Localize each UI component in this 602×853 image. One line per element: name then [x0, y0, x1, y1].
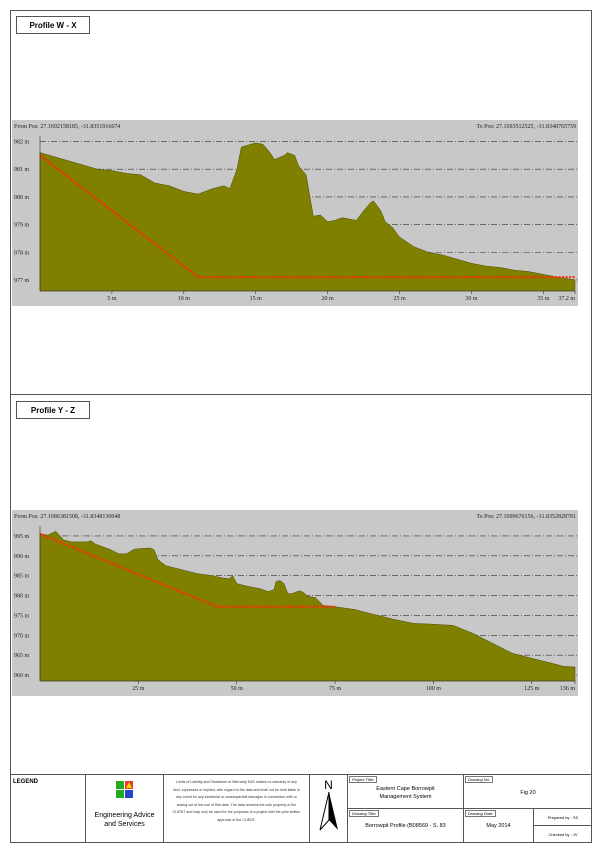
x-tick-label: 25 m [132, 686, 145, 692]
y-tick-label: 995 m [14, 534, 30, 540]
to-position-label: To Pos: 27.1693512525, -31.8348765759 [476, 124, 576, 130]
company-name: Engineering Advice and Services [94, 812, 155, 829]
x-tick-label: 20 m [322, 296, 335, 302]
x-tick-label: 10 m [178, 296, 191, 302]
from-position-label: From Pos: 27.1686381508, -31.8348130048 [14, 514, 120, 520]
north-label: N [324, 778, 333, 792]
x-tick-label: 5 m [107, 296, 117, 302]
x-tick-label: 125 m [524, 686, 540, 692]
y-tick-label: 979 m [14, 223, 30, 229]
from-position-label: From Pos: 27.1692158185, -31.8351916674 [14, 124, 120, 130]
page-frame [10, 10, 592, 843]
drawing-date: May 2014 [486, 823, 511, 829]
x-tick-label: 75 m [329, 686, 342, 692]
x-tick-label: 25 m [393, 296, 406, 302]
y-tick-label: 980 m [14, 594, 30, 600]
profile-title: Profile Y - Z [16, 401, 90, 419]
legend-cell: LEGEND [10, 775, 86, 843]
x-tick-label: 35 m [537, 296, 550, 302]
y-tick-label: 990 m [14, 554, 30, 560]
company-cell: Engineering Advice and Services [86, 775, 164, 843]
x-tick-label: 15 m [250, 296, 263, 302]
y-tick-label: 975 m [14, 613, 30, 619]
company-logo-icon [115, 781, 133, 798]
drawing-no-label: Drawing No: [465, 776, 494, 783]
project-title: Eastern Cape Borrowpit Management System [376, 786, 435, 801]
profile-panel-2: Profile Y - Z [10, 395, 592, 775]
x-tick-label: 136 m [560, 686, 576, 692]
terrain-area [39, 142, 576, 292]
checked-by: Checked by : JV [548, 832, 578, 837]
x-tick-label: 30 m [465, 296, 478, 302]
drawing-title: Borrowpit Profile (B08569 - S. 83 [365, 823, 446, 829]
y-tick-label: 982 m [14, 140, 30, 146]
drawing-info-cell: Drawing No: Fig 20 Drawing Date: May 201… [464, 775, 592, 843]
profile-chart-2: From Pos: 27.1686381508, -31.8348130048 T… [12, 510, 578, 696]
profile-title: Profile W - X [16, 16, 90, 34]
y-tick-label: 981 m [14, 167, 30, 173]
y-tick-label: 965 m [14, 653, 30, 659]
north-arrow-cell: N [310, 775, 348, 843]
y-tick-label: 970 m [14, 633, 30, 639]
profile-chart-1: From Pos: 27.1692158185, -31.8351916674 T… [12, 120, 578, 306]
y-tick-label: 960 m [14, 673, 30, 679]
design-line [39, 154, 575, 279]
y-tick-label: 980 m [14, 195, 30, 201]
titles-cell: Project Title: Eastern Cape Borrowpit Ma… [348, 775, 464, 843]
north-arrow-icon [319, 791, 338, 831]
x-tick-label: 50 m [231, 686, 244, 692]
drawing-no: Fig 20 [520, 790, 536, 796]
to-position-label: To Pos: 27.1699676156, -31.8352828781 [476, 514, 576, 520]
disclaimer: Limits of Liability and Disclaimer of Wa… [164, 775, 310, 843]
x-tick-label: 100 m [426, 686, 442, 692]
legend-heading: LEGEND [13, 779, 39, 785]
prepared-by: Prepared by : SS [534, 809, 592, 826]
y-tick-label: 985 m [14, 574, 30, 580]
y-tick-label: 978 m [14, 250, 30, 256]
drawing-title-label: Drawing Title: [349, 810, 380, 817]
drawing-date-label: Drawing Date: [465, 810, 497, 817]
profile-panel-1: Profile W - X [10, 10, 592, 395]
project-title-label: Project Title: [349, 776, 378, 783]
design-line [39, 532, 335, 608]
y-tick-label: 977 m [14, 278, 30, 284]
x-tick-label: 37.2 m [558, 296, 575, 302]
title-block: LEGEND Engineering Advice and Services L… [10, 775, 592, 843]
